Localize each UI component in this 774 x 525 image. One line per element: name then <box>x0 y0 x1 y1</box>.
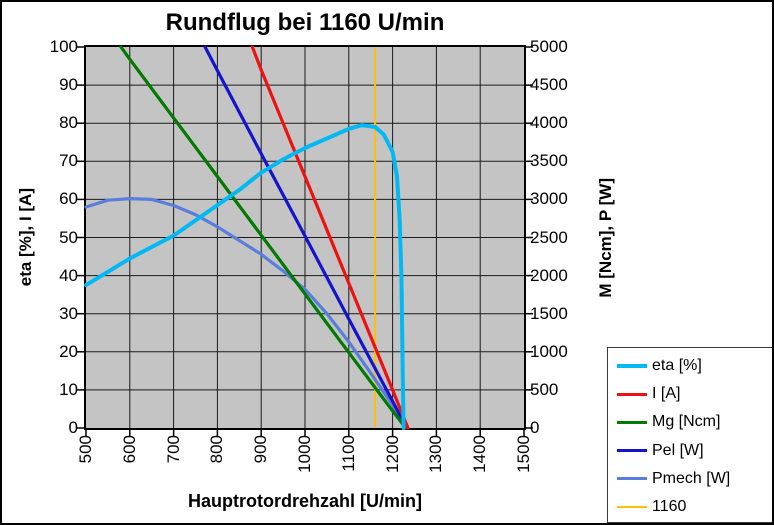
series-line-pmech-w <box>84 197 409 430</box>
legend-swatch-icon <box>617 477 647 481</box>
left-tick-label: 80 <box>59 113 78 133</box>
left-tick-label: 90 <box>59 75 78 95</box>
x-axis-title: Hauptrotordrehzahl [U/min] <box>188 491 422 511</box>
legend-item: I [A] <box>617 380 772 408</box>
x-tick-label: 1300 <box>426 435 446 473</box>
legend: eta [%] I [A] Mg [Ncm] Pel [W] Pmech [W] 1160 <box>607 347 772 523</box>
legend-label: 1160 <box>652 498 687 516</box>
legend-item: Pmech [W] <box>617 465 772 493</box>
left-tick-label: 100 <box>49 37 78 56</box>
series-line-eta <box>84 123 406 430</box>
right-tick-label: 2000 <box>530 265 568 285</box>
right-tick-label: 4000 <box>530 113 568 133</box>
legend-label: eta [%] <box>652 357 702 375</box>
legend-item: 1160 <box>617 493 772 521</box>
x-tick-label: 1000 <box>295 435 314 473</box>
legend-item: Mg [Ncm] <box>617 408 772 436</box>
x-tick-label: 1400 <box>470 435 490 473</box>
legend-label: Pel [W] <box>652 441 704 459</box>
x-tick-label: 700 <box>163 435 183 464</box>
legend-swatch-icon <box>617 420 647 424</box>
right-tick-label: 5000 <box>530 37 568 56</box>
left-tick-label: 20 <box>59 341 78 361</box>
series-line-mg-ncm <box>119 45 408 430</box>
x-tick-label: 600 <box>119 435 139 464</box>
left-tick-label: 50 <box>59 227 78 247</box>
chart-svg <box>77 45 533 437</box>
legend-item: Pel [W] <box>617 437 772 465</box>
x-tick-label: 1500 <box>514 435 533 473</box>
legend-swatch-icon <box>617 392 647 396</box>
x-tick-label: 900 <box>251 435 271 464</box>
right-tick-label: 3000 <box>530 189 568 209</box>
x-tick-label: 500 <box>76 435 95 464</box>
legend-swatch-icon <box>617 449 647 453</box>
right-tick-label: 4500 <box>530 75 568 95</box>
x-tick-label: 800 <box>207 435 227 464</box>
right-tick-label: 2500 <box>530 227 568 247</box>
series-line-pel-w <box>203 45 409 430</box>
left-tick-label: 10 <box>59 379 78 399</box>
right-tick-label: 0 <box>530 418 540 437</box>
x-tick-label: 1200 <box>382 435 402 473</box>
series-line-i-a <box>250 45 410 430</box>
left-tick-label: 60 <box>59 189 78 209</box>
left-tick-label: 70 <box>59 151 78 171</box>
left-tick-label: 0 <box>68 418 78 437</box>
plot-area <box>77 45 533 437</box>
legend-item: eta [%] <box>617 352 772 380</box>
left-tick-label: 40 <box>59 265 78 285</box>
legend-swatch-icon <box>617 506 647 509</box>
right-tick-label: 500 <box>530 379 559 399</box>
right-tick-label: 1000 <box>530 341 568 361</box>
x-tick-label: 1100 <box>338 435 358 472</box>
legend-label: Pmech [W] <box>652 469 731 487</box>
right-tick-label: 3500 <box>530 151 568 171</box>
left-tick-label: 30 <box>59 303 78 323</box>
right-tick-label: 1500 <box>530 303 568 323</box>
legend-label: Mg [Ncm] <box>652 413 721 431</box>
chart-title: Rundflug bei 1160 U/min <box>165 9 445 36</box>
legend-swatch-icon <box>617 364 647 369</box>
legend-label: I [A] <box>652 385 681 403</box>
